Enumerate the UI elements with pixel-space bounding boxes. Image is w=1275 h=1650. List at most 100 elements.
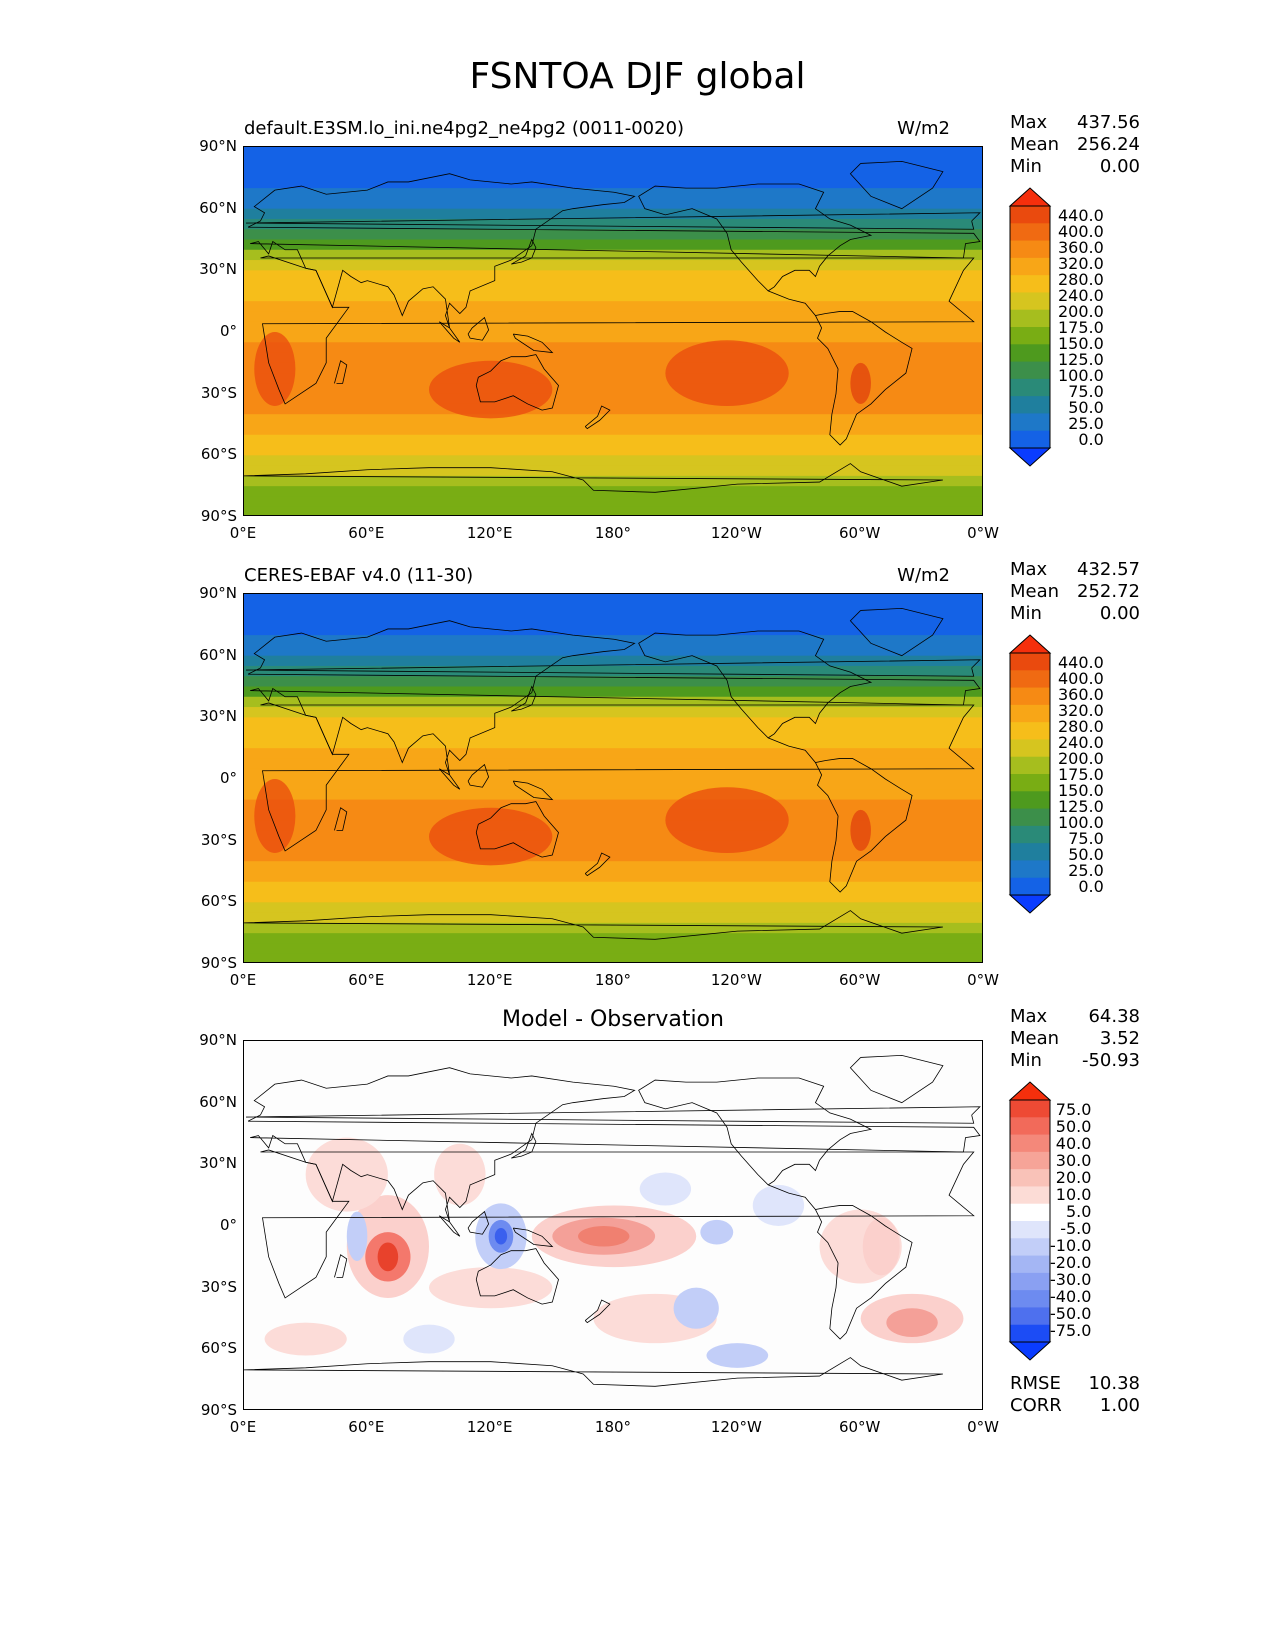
colorbar-tick-label: -50.0 [1050,1304,1092,1323]
colorbar-tick-label: 320.0 [1058,701,1104,720]
figure-title: FSNTOA DJF global [469,56,806,97]
colorbar-segment [1010,275,1050,293]
field-band [244,290,982,302]
coastline [467,763,490,788]
panel-1-label: default.E3SM.lo_ini.ne4pg2_ne4pg2 (0011-… [244,118,685,139]
colorbar-segment [1010,1134,1050,1153]
colorbar-frame [1009,205,1051,449]
difference-blob [578,1226,630,1247]
x-tick-label: 120°W [710,524,762,542]
stat-value: 1.00 [1099,1395,1140,1416]
colorbar-segment [1010,756,1050,775]
stat-value: 0.00 [1099,156,1140,177]
coastline [512,333,554,354]
field-band [244,218,982,230]
field-band [244,321,982,333]
stat-value: 437.56 [1077,112,1140,133]
coastline [247,173,981,329]
difference-blob [862,1217,900,1276]
difference-blob [305,1137,388,1212]
field-band [244,208,982,220]
colorbar-segment [1010,1117,1050,1136]
field-band [244,147,982,158]
colorbar-tick-label: 400.0 [1058,669,1104,688]
field-band [244,614,982,626]
colorbar-segment [1010,1238,1050,1257]
field-band [244,676,982,687]
x-tick-label: 180° [594,1418,632,1436]
coastline [511,238,537,265]
difference-blob [346,1211,368,1261]
stat-key: Max [1010,1006,1048,1027]
field-band [244,362,982,374]
field-band [244,840,982,852]
x-tick-label: 0°W [967,524,999,542]
colorbar-tick-label: 25.0 [1068,414,1104,433]
colorbar-segment [1010,860,1050,879]
field-band [244,758,982,770]
stat-row: Min 0.00 [1010,603,1140,625]
field-band [244,861,982,872]
field-band [244,665,982,677]
field-band [244,748,982,759]
colorbar-tick-label: 50.0 [1055,1117,1092,1136]
colorbar-tick-label: 200.0 [1058,749,1104,768]
panel-1-map [243,146,983,516]
colorbar-tick-label: -40.0 [1050,1287,1092,1306]
difference-blob [673,1287,719,1329]
stat-row: Max 64.38 [1010,1006,1140,1028]
coastline [638,1077,873,1186]
colorbar-tick-label: -75.0 [1050,1321,1092,1340]
field-band [244,434,982,446]
colorbar-tick-label: 10.0 [1055,1185,1092,1204]
colorbar-tick-label: 0.0 [1078,430,1104,449]
colorbar-segment [1010,361,1050,380]
colorbar-segment [1010,1290,1050,1308]
colorbar-arrow-low [1008,447,1052,467]
field-band [244,912,982,924]
colorbar-segment [1010,223,1050,242]
difference-blob [639,1172,692,1206]
field-band [244,280,982,292]
colorbar-segment [1010,1255,1050,1274]
field-band [244,332,982,343]
coastline [584,405,611,430]
difference-blob [494,1228,508,1245]
colorbar-segment [1010,1272,1050,1291]
field-band [244,455,982,467]
y-tick-label: 90°S [200,507,237,525]
colorbar-segment [1010,430,1050,449]
stat-key: Mean [1010,134,1060,155]
stat-row: Max 432.57 [1010,559,1140,581]
colorbar-arrow-high [1008,187,1052,207]
field-band [244,604,982,616]
field-maximum [254,779,296,853]
stat-key: Max [1010,112,1048,133]
y-tick-label: 0° [219,1216,237,1234]
x-tick-label: 120°E [466,524,513,542]
field-band [244,157,982,169]
panel-2-label: CERES-EBAF v4.0 (11-30) [244,565,474,586]
field-band [244,383,982,395]
coastline [726,233,913,446]
y-tick-label: 0° [219,322,237,340]
colorbar-segment [1010,292,1050,311]
coastline [246,1106,981,1124]
difference-blob [752,1184,805,1226]
difference-blob [264,1322,347,1356]
colorbar-segment [1010,206,1050,224]
panel-2-map [243,593,983,963]
stat-row: Min 0.00 [1010,156,1140,178]
stat-row: Mean 252.72 [1010,581,1140,603]
colorbar-segment [1010,808,1050,827]
coastline [512,1227,554,1248]
coastline [511,1132,537,1159]
field-maximum [429,807,553,866]
x-tick-label: 120°W [710,971,762,989]
stat-key: RMSE [1010,1373,1061,1394]
colorbar-segment [1010,309,1050,328]
coastline [247,620,981,776]
field-band [244,717,982,729]
field-band [244,830,982,842]
colorbar-tick-label: 175.0 [1058,318,1104,337]
